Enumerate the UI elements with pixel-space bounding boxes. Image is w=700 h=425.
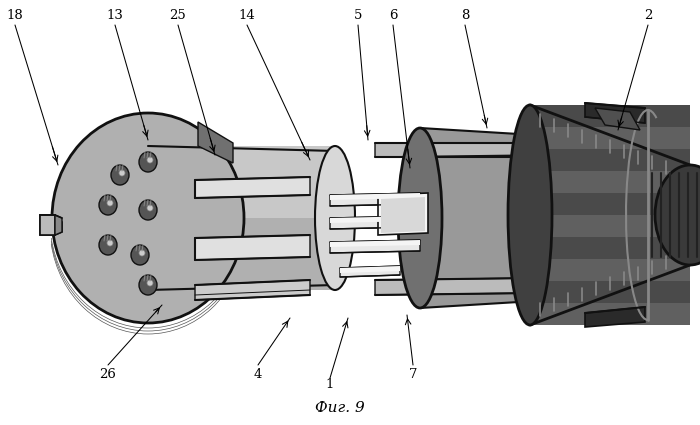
Polygon shape (330, 240, 420, 253)
Bar (530, 171, 690, 193)
Text: 2: 2 (644, 8, 652, 22)
Polygon shape (330, 240, 420, 247)
Ellipse shape (139, 275, 157, 295)
Ellipse shape (107, 200, 113, 206)
Polygon shape (420, 128, 535, 308)
Ellipse shape (131, 245, 149, 265)
Ellipse shape (52, 113, 244, 323)
Ellipse shape (655, 165, 700, 265)
Ellipse shape (147, 205, 153, 211)
Ellipse shape (139, 152, 157, 172)
Bar (530, 215, 690, 237)
Polygon shape (330, 193, 420, 200)
Bar (148, 146, 335, 218)
Text: 6: 6 (389, 8, 398, 22)
Text: 8: 8 (461, 8, 469, 22)
Ellipse shape (139, 200, 157, 220)
Polygon shape (148, 146, 335, 218)
Polygon shape (378, 193, 428, 235)
Ellipse shape (99, 195, 117, 215)
Bar (530, 127, 690, 149)
Text: 14: 14 (239, 8, 256, 22)
Polygon shape (375, 143, 535, 157)
Bar (530, 193, 690, 215)
Text: 13: 13 (106, 8, 123, 22)
Bar (530, 259, 690, 281)
Text: 1: 1 (326, 379, 334, 391)
Ellipse shape (139, 250, 145, 256)
Bar (148, 218, 335, 290)
Ellipse shape (315, 146, 355, 290)
Text: 5: 5 (354, 8, 362, 22)
Polygon shape (195, 177, 310, 198)
Polygon shape (330, 216, 420, 223)
Ellipse shape (111, 165, 129, 185)
Ellipse shape (99, 235, 117, 255)
Bar (530, 149, 690, 171)
Text: 26: 26 (99, 368, 116, 382)
Ellipse shape (147, 157, 153, 163)
Polygon shape (195, 280, 310, 300)
Polygon shape (340, 266, 400, 273)
Polygon shape (198, 122, 233, 163)
Polygon shape (40, 215, 55, 235)
Bar (530, 237, 690, 259)
Polygon shape (40, 215, 62, 235)
Polygon shape (195, 235, 310, 260)
Polygon shape (585, 103, 645, 123)
Polygon shape (595, 108, 640, 130)
Ellipse shape (107, 240, 113, 246)
Polygon shape (55, 215, 62, 235)
Polygon shape (330, 216, 420, 229)
Ellipse shape (398, 128, 442, 308)
Polygon shape (330, 193, 420, 206)
Bar (530, 105, 690, 127)
Bar (530, 281, 690, 303)
Ellipse shape (147, 280, 153, 286)
Polygon shape (381, 197, 425, 233)
Polygon shape (340, 266, 400, 277)
Ellipse shape (513, 130, 557, 306)
Text: 7: 7 (409, 368, 417, 382)
Polygon shape (585, 307, 645, 327)
Text: 25: 25 (169, 8, 186, 22)
Ellipse shape (508, 105, 552, 325)
Bar (530, 303, 690, 325)
Text: 4: 4 (254, 368, 262, 382)
Text: 18: 18 (6, 8, 23, 22)
Polygon shape (530, 105, 690, 325)
Polygon shape (375, 278, 535, 295)
Text: Фиг. 9: Фиг. 9 (315, 401, 365, 415)
Ellipse shape (119, 170, 125, 176)
